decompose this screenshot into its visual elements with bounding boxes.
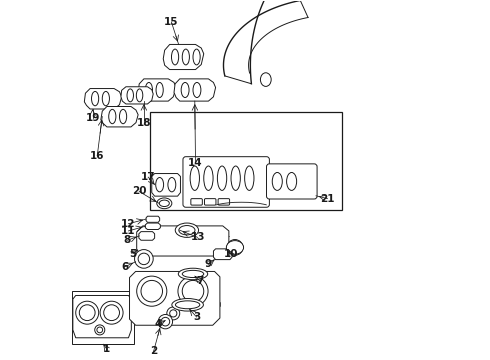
Text: 5: 5 (129, 248, 137, 258)
Ellipse shape (287, 172, 296, 190)
Ellipse shape (245, 166, 254, 190)
Text: 16: 16 (90, 150, 104, 161)
Text: 10: 10 (223, 248, 238, 258)
Ellipse shape (109, 109, 116, 124)
Text: 1: 1 (103, 344, 111, 354)
Text: 19: 19 (85, 113, 100, 123)
Ellipse shape (146, 82, 152, 98)
Text: 21: 21 (320, 194, 335, 204)
Ellipse shape (127, 89, 133, 102)
Ellipse shape (172, 49, 179, 65)
Ellipse shape (226, 240, 244, 254)
Circle shape (79, 305, 95, 320)
FancyBboxPatch shape (191, 199, 202, 205)
Ellipse shape (172, 298, 203, 311)
Ellipse shape (260, 73, 271, 86)
Text: 13: 13 (191, 232, 205, 242)
Ellipse shape (193, 82, 201, 98)
FancyBboxPatch shape (218, 199, 230, 205)
Bar (150, 112, 342, 211)
Ellipse shape (218, 166, 227, 190)
FancyBboxPatch shape (267, 164, 317, 199)
Ellipse shape (156, 177, 164, 192)
Ellipse shape (136, 89, 143, 102)
Polygon shape (163, 44, 204, 69)
Ellipse shape (178, 268, 208, 280)
Polygon shape (214, 249, 232, 260)
Circle shape (178, 276, 208, 306)
Text: 3: 3 (193, 312, 200, 322)
Ellipse shape (181, 82, 189, 98)
Ellipse shape (168, 177, 176, 192)
Text: 11: 11 (121, 226, 136, 236)
Circle shape (141, 280, 163, 302)
Circle shape (104, 305, 120, 320)
Circle shape (138, 253, 149, 265)
Ellipse shape (179, 226, 195, 235)
Bar (72, 291, 134, 344)
Text: 6: 6 (121, 262, 128, 272)
Circle shape (135, 249, 153, 268)
Ellipse shape (231, 166, 240, 190)
Text: 4: 4 (154, 319, 162, 329)
Polygon shape (137, 226, 229, 256)
Text: 7: 7 (196, 276, 204, 286)
Text: 20: 20 (132, 186, 147, 197)
Circle shape (227, 239, 243, 255)
Polygon shape (146, 216, 160, 222)
Ellipse shape (175, 223, 198, 237)
Polygon shape (174, 79, 216, 101)
Ellipse shape (159, 200, 170, 207)
FancyBboxPatch shape (204, 199, 216, 205)
Ellipse shape (157, 198, 172, 209)
Text: 15: 15 (164, 17, 179, 27)
Text: 9: 9 (205, 259, 212, 269)
Circle shape (170, 310, 177, 317)
Circle shape (231, 243, 239, 252)
Ellipse shape (156, 82, 163, 98)
Ellipse shape (120, 109, 126, 124)
Ellipse shape (272, 172, 282, 190)
Polygon shape (84, 89, 122, 109)
Circle shape (97, 327, 102, 333)
Circle shape (137, 276, 167, 306)
Polygon shape (129, 271, 220, 325)
Polygon shape (121, 87, 153, 104)
Circle shape (161, 318, 170, 326)
Polygon shape (101, 107, 138, 127)
Text: 14: 14 (188, 158, 203, 168)
FancyBboxPatch shape (183, 157, 270, 207)
Text: 12: 12 (121, 219, 136, 229)
Circle shape (182, 280, 204, 302)
Polygon shape (73, 296, 131, 338)
Ellipse shape (193, 49, 200, 65)
Text: 18: 18 (137, 118, 151, 128)
Ellipse shape (182, 270, 204, 278)
Polygon shape (146, 223, 160, 229)
Polygon shape (138, 79, 176, 101)
Text: 2: 2 (150, 346, 157, 356)
Ellipse shape (92, 91, 98, 106)
Text: 17: 17 (141, 172, 155, 182)
Circle shape (95, 325, 105, 335)
Circle shape (76, 301, 98, 324)
Ellipse shape (182, 49, 190, 65)
Text: 8: 8 (124, 235, 131, 245)
Ellipse shape (175, 301, 200, 309)
Circle shape (167, 307, 180, 320)
Ellipse shape (204, 166, 213, 190)
Ellipse shape (102, 91, 109, 106)
Polygon shape (152, 174, 180, 196)
Ellipse shape (190, 166, 199, 190)
Circle shape (158, 315, 172, 329)
Circle shape (100, 301, 123, 324)
Polygon shape (139, 231, 155, 240)
